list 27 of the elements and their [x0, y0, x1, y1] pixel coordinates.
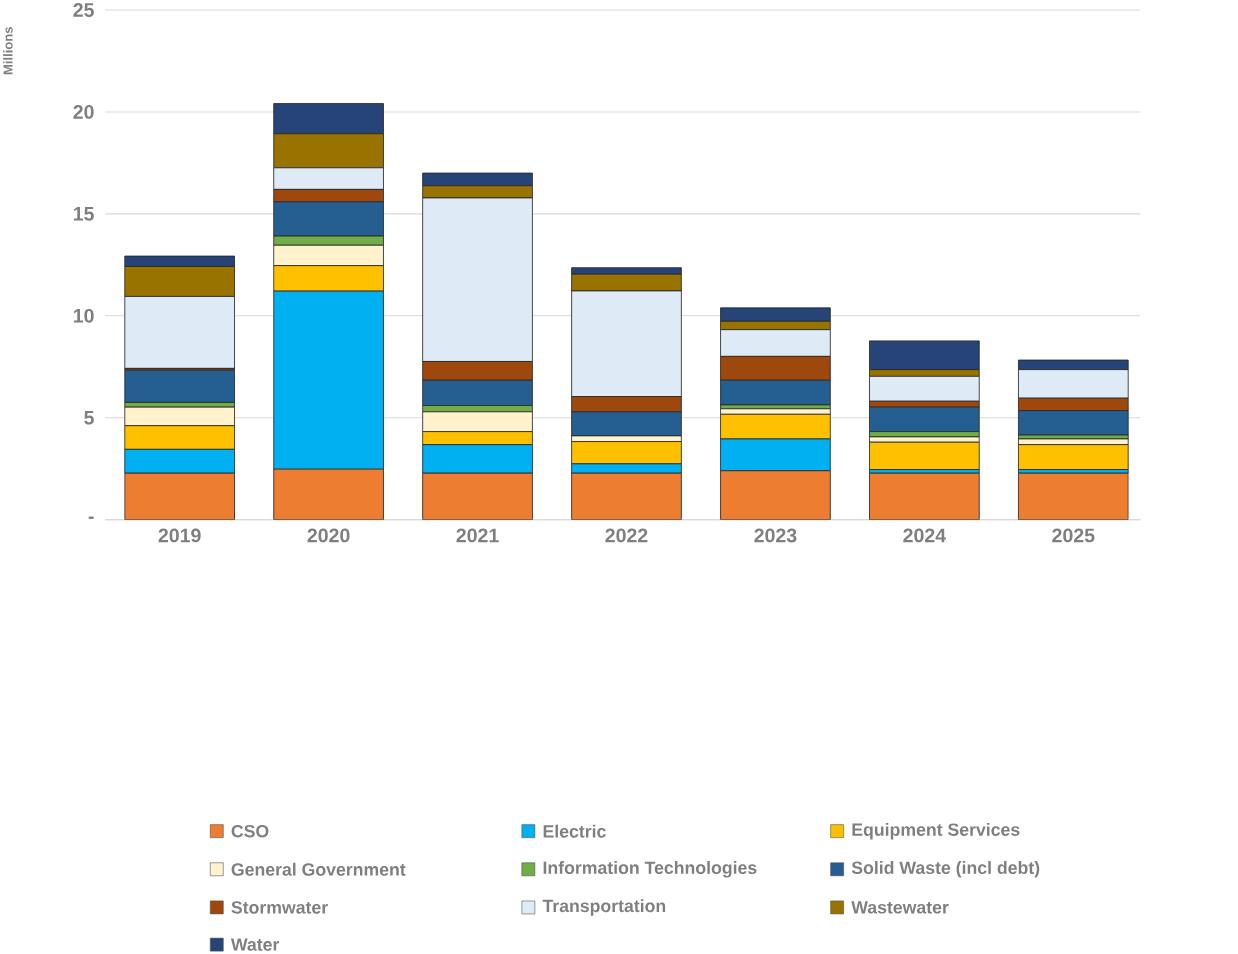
x-tick-label: 2023 [754, 528, 797, 543]
legend-label: Solid Waste (incl debt) [851, 861, 1040, 878]
x-tick-label: 2025 [1052, 528, 1095, 543]
bar [869, 472, 980, 520]
x-tick-label: 2024 [903, 528, 946, 543]
legend-label: Transportation [542, 899, 666, 916]
y-tick-label: 15 [73, 207, 94, 221]
y-tick-label: 20 [73, 105, 94, 119]
y-tick-label: 5 [84, 410, 94, 425]
legend-label: Water [230, 938, 280, 951]
legend-label: Electric [543, 824, 606, 838]
legend-label: General Government [231, 862, 406, 876]
y-tick-label: - [88, 516, 94, 519]
y-axis-title: Millions [3, 27, 13, 75]
legend-label: Wastewater [851, 901, 949, 914]
x-tick-label: 2020 [307, 528, 350, 543]
legend-label: Stormwater [231, 901, 328, 914]
y-tick-label: 10 [73, 308, 94, 323]
bar [124, 369, 235, 403]
x-tick-label: 2021 [456, 528, 499, 543]
y-tick-label: 25 [73, 3, 94, 17]
legend-label: CSO [231, 824, 269, 838]
x-tick-label: 2022 [605, 528, 648, 543]
legend-label: Information Technologies [543, 861, 757, 878]
bar [1018, 472, 1129, 520]
legend-label: Equipment Services [852, 822, 1020, 840]
x-tick-label: 2019 [158, 528, 201, 543]
